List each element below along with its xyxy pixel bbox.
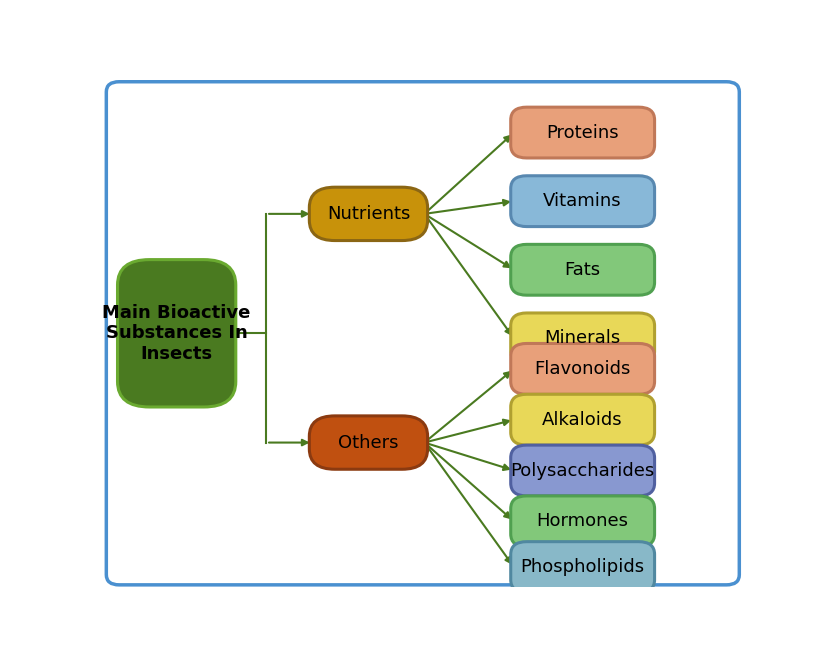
- FancyBboxPatch shape: [511, 107, 654, 158]
- FancyBboxPatch shape: [511, 542, 654, 593]
- Text: Hormones: Hormones: [536, 512, 629, 531]
- Text: Nutrients: Nutrients: [327, 205, 410, 223]
- Text: Flavonoids: Flavonoids: [535, 360, 631, 378]
- Text: Others: Others: [338, 434, 398, 451]
- Text: Minerals: Minerals: [544, 329, 620, 347]
- FancyBboxPatch shape: [511, 176, 654, 226]
- FancyBboxPatch shape: [309, 187, 427, 240]
- Text: Polysaccharides: Polysaccharides: [511, 461, 655, 480]
- Text: Alkaloids: Alkaloids: [542, 411, 623, 429]
- Text: Fats: Fats: [564, 261, 601, 279]
- FancyBboxPatch shape: [511, 445, 654, 496]
- Text: Phospholipids: Phospholipids: [521, 558, 644, 576]
- FancyBboxPatch shape: [511, 244, 654, 295]
- FancyBboxPatch shape: [511, 313, 654, 364]
- FancyBboxPatch shape: [511, 496, 654, 546]
- FancyBboxPatch shape: [511, 394, 654, 445]
- FancyBboxPatch shape: [117, 259, 236, 407]
- FancyBboxPatch shape: [309, 416, 427, 469]
- FancyBboxPatch shape: [511, 343, 654, 394]
- Text: Proteins: Proteins: [546, 123, 619, 141]
- Text: Main Bioactive
Substances In
Insects: Main Bioactive Substances In Insects: [102, 304, 251, 363]
- Text: Vitamins: Vitamins: [544, 192, 622, 210]
